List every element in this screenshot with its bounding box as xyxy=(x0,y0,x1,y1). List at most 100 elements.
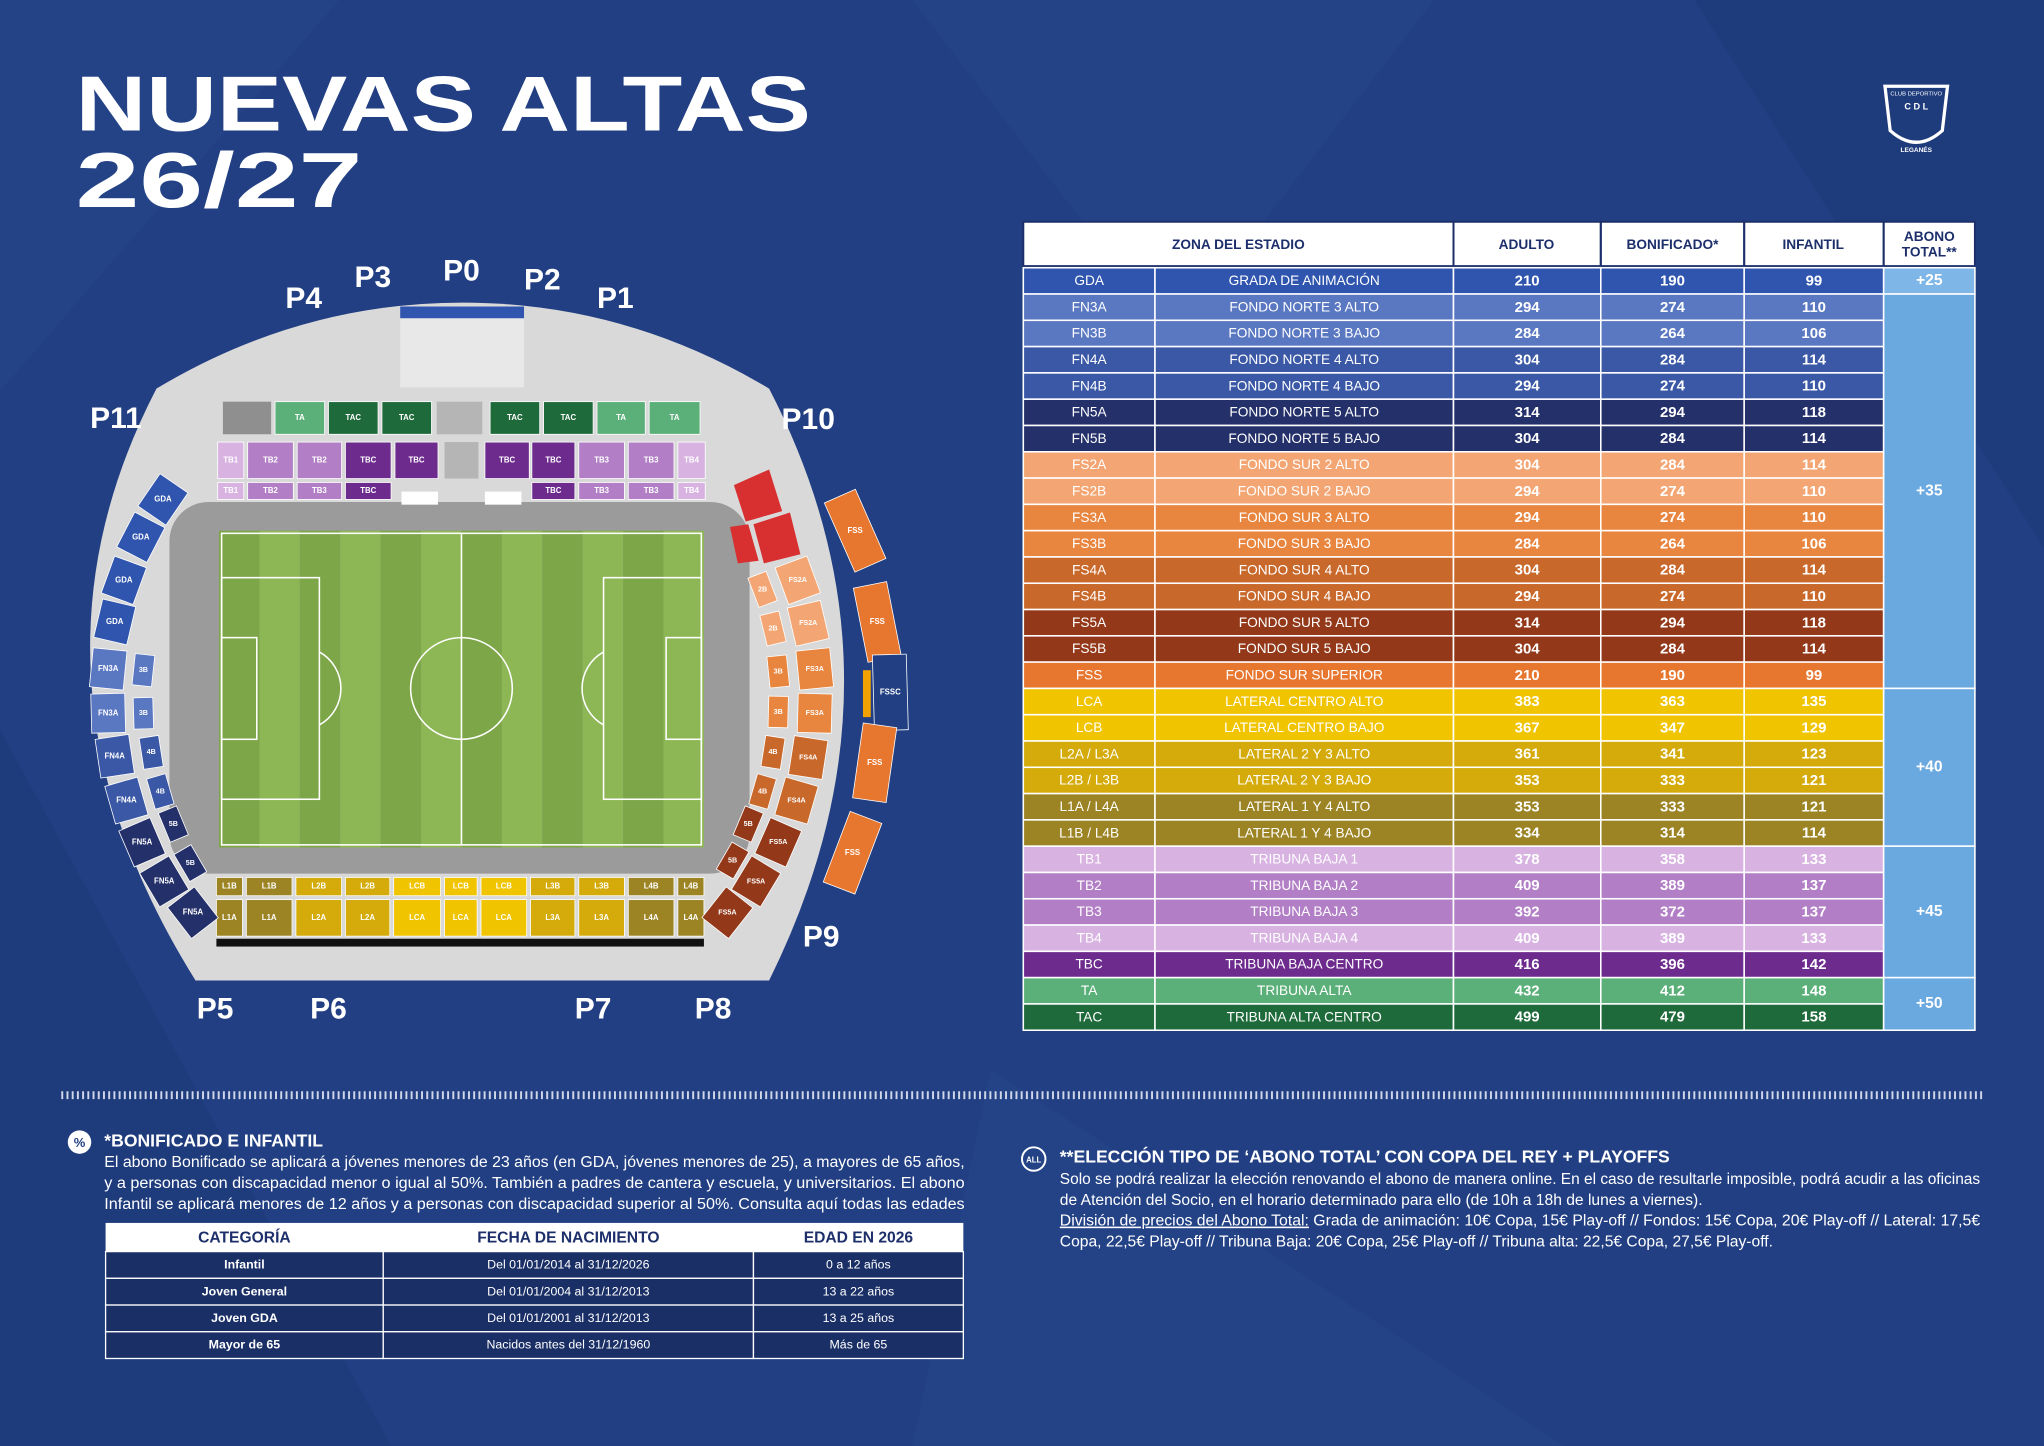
seat-block xyxy=(760,734,786,770)
table-cell-text: TB3 xyxy=(1077,904,1102,919)
table-cell-text: 284 xyxy=(1660,430,1686,447)
table-cell-text: 110 xyxy=(1802,378,1826,395)
table-cell xyxy=(1452,845,1602,874)
table-cell-text: GRADA DE ANIMACIÓN xyxy=(1229,273,1380,288)
seat-block xyxy=(345,877,391,897)
table-cell xyxy=(1452,398,1602,427)
field-line xyxy=(220,636,258,741)
seat-block xyxy=(296,482,342,500)
age-cell xyxy=(104,1304,384,1333)
table-cell-text: 114 xyxy=(1802,641,1827,658)
seat-label: TBC xyxy=(499,455,515,464)
table-cell-text: 304 xyxy=(1515,457,1541,474)
table-cell-text: 284 xyxy=(1660,457,1686,474)
age-cell xyxy=(104,1331,384,1360)
table-cell-text: FS2B xyxy=(1072,483,1106,498)
seat-label: FS5A xyxy=(747,877,765,885)
table-cell-text: L1A / L4A xyxy=(1059,799,1119,814)
table-cell-text: FONDO NORTE 3 ALTO xyxy=(1229,299,1379,314)
table-cell xyxy=(1154,871,1455,900)
seat-block xyxy=(596,401,646,435)
seat-label: TAC xyxy=(399,413,415,422)
table-cell-text: 135 xyxy=(1801,693,1826,710)
table-cell xyxy=(1154,293,1455,322)
table-cell-text: FONDO SUR 2 BAJO xyxy=(1238,483,1371,498)
table-cell-text: 294 xyxy=(1515,378,1541,395)
table-cell-text: L1B / L4B xyxy=(1059,825,1119,840)
seat-block xyxy=(627,441,675,479)
table-cell xyxy=(1452,345,1602,374)
paragraph-line: El abono Bonificado se aplicará a jóvene… xyxy=(104,1154,964,1171)
table-cell-text: 372 xyxy=(1660,904,1685,921)
seat-block xyxy=(531,441,576,479)
logo-shield xyxy=(1883,84,1950,144)
seat-label: LCB xyxy=(453,882,469,891)
seat-label: FS2A xyxy=(789,576,807,584)
gate-label: P3 xyxy=(354,261,391,294)
tunnel xyxy=(484,491,522,505)
table-cell-text: 129 xyxy=(1801,719,1826,736)
table-cell xyxy=(1452,635,1602,663)
table-cell-text: 294 xyxy=(1515,483,1541,500)
red-blocks xyxy=(730,469,801,564)
seat-label: FS3A xyxy=(806,709,824,717)
header-cell xyxy=(1882,220,1976,268)
seat-label: LCB xyxy=(409,882,425,891)
header-text: ZONA DEL ESTADIO xyxy=(1172,237,1305,252)
table-cell-text: 314 xyxy=(1660,825,1686,842)
age-cell-text: Joven General xyxy=(202,1284,287,1298)
table-cell xyxy=(1154,635,1455,663)
table-cell xyxy=(1452,976,1602,1005)
seat-block xyxy=(627,899,675,937)
seat-label: FN5A xyxy=(183,908,204,917)
seat-label: TB3 xyxy=(644,486,659,495)
seat-label: TA xyxy=(616,413,626,422)
seat-block xyxy=(767,695,789,729)
table-cell-text: 294 xyxy=(1660,404,1686,421)
seat-label: TA xyxy=(295,413,305,422)
block-gray xyxy=(436,401,483,435)
seat-label: FSS xyxy=(870,617,885,626)
table-cell xyxy=(1022,845,1156,874)
table-cell xyxy=(1452,293,1602,322)
seat-block xyxy=(677,877,705,897)
table-cell-text: 304 xyxy=(1515,430,1541,447)
table-cell-text: TRIBUNA BAJA 3 xyxy=(1250,904,1358,919)
seat-label: FSS xyxy=(867,758,882,767)
gate-label: P0 xyxy=(443,255,480,288)
abono-text: +50 xyxy=(1916,995,1943,1012)
age-cell-text: 0 a 12 años xyxy=(826,1258,891,1272)
age-cell xyxy=(382,1331,755,1360)
table-cell-text: 110 xyxy=(1802,483,1826,500)
gate-label: P6 xyxy=(310,992,347,1025)
table-cell xyxy=(1743,477,1885,506)
table-cell-text: 114 xyxy=(1802,562,1827,579)
seat-block xyxy=(774,555,821,605)
table-cell-text: 148 xyxy=(1801,982,1826,999)
seat-block xyxy=(578,899,625,937)
abono-text: +40 xyxy=(1916,758,1943,775)
age-cell xyxy=(382,1250,755,1279)
block-gray xyxy=(222,401,272,435)
table-cell xyxy=(1022,424,1156,453)
paragraph-line: División de precios del Abono Total: Gra… xyxy=(1060,1213,1981,1230)
table-cell-text: 294 xyxy=(1515,588,1541,605)
table-cell xyxy=(1600,766,1745,795)
table-cell-text: 361 xyxy=(1515,746,1540,763)
table-cell-text: FS3A xyxy=(1072,510,1107,525)
link[interactable]: División de precios del Abono Total: xyxy=(1060,1213,1309,1230)
seat-label: TB1 xyxy=(223,455,238,464)
table-cell-text: TA xyxy=(1081,983,1098,998)
table-cell-text: FS4B xyxy=(1072,589,1106,604)
seat-block xyxy=(104,776,149,825)
seat-label: FN5A xyxy=(154,876,175,885)
table-cell-text: 274 xyxy=(1660,483,1686,500)
seat-label: 2B xyxy=(758,585,767,593)
field-stripe xyxy=(501,530,543,848)
age-header: FECHA DE NACIMIENTO xyxy=(477,1230,659,1247)
abono-text: +35 xyxy=(1916,482,1943,499)
table-cell-text: LATERAL CENTRO BAJO xyxy=(1224,720,1384,735)
table-cell-text: FONDO NORTE 3 BAJO xyxy=(1228,326,1380,341)
seat-label: TBC xyxy=(360,455,376,464)
age-cell xyxy=(752,1331,964,1360)
